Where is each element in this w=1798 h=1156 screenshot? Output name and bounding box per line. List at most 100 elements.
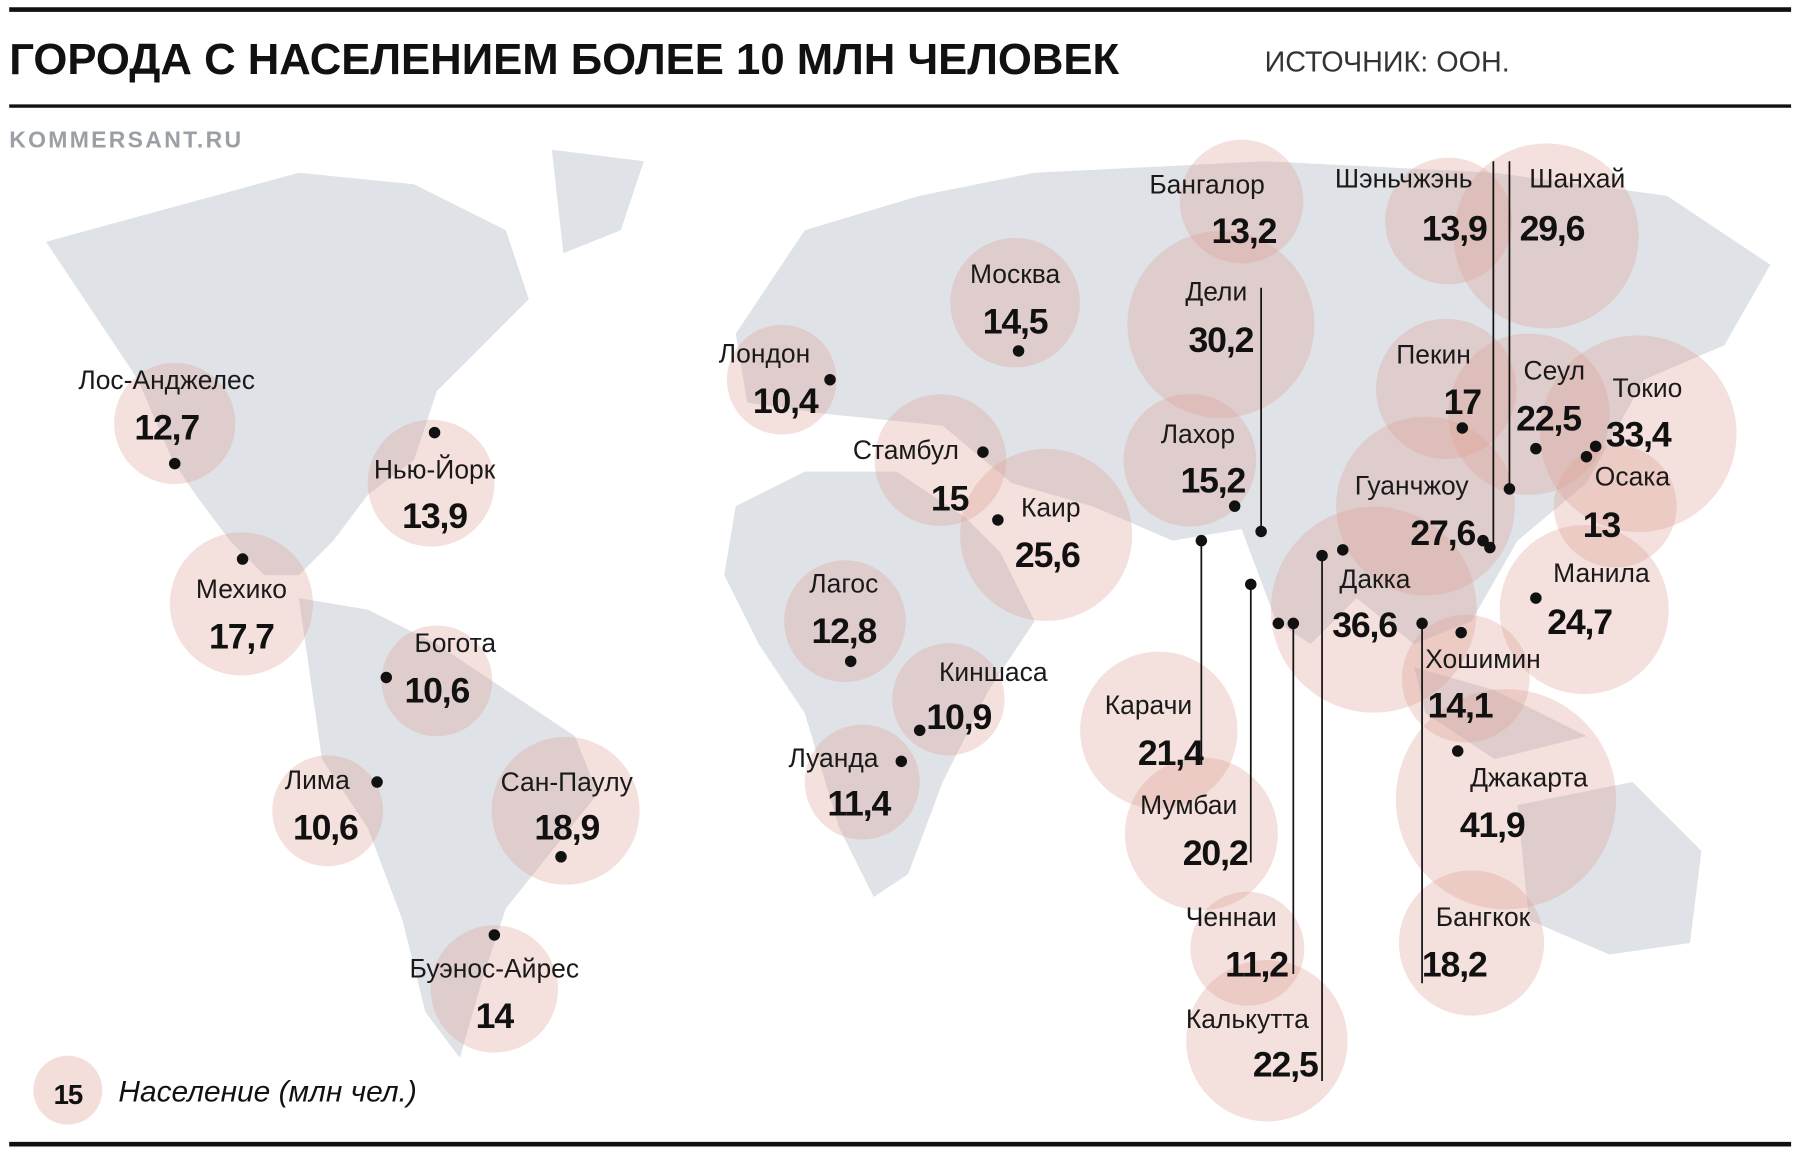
city-value: 12,8 (811, 611, 876, 651)
city-value: 13,9 (402, 496, 467, 536)
city-dot (895, 755, 908, 768)
city-dot (1316, 549, 1328, 562)
population-circle (491, 736, 640, 885)
city-value: 22,5 (1253, 1044, 1318, 1084)
city-dot (913, 724, 926, 737)
city-dot (1455, 626, 1467, 639)
city-dot (1456, 422, 1469, 434)
city-value: 41,9 (1460, 805, 1525, 845)
city-dot (1451, 745, 1464, 757)
population-circle (1186, 960, 1348, 1122)
city-value: 18,2 (1422, 944, 1487, 984)
city-dot (1228, 500, 1241, 512)
city-value: 24,7 (1547, 602, 1612, 642)
city-dot (380, 671, 393, 684)
city-name: Калькутта (1186, 1004, 1309, 1034)
city-name: Лос-Анджелес (78, 365, 255, 395)
city-value: 10,6 (293, 808, 358, 848)
city-name: Сеул (1523, 356, 1585, 386)
city-value: 11,2 (1225, 944, 1288, 984)
city-value: 18,9 (534, 808, 599, 848)
population-circle (1124, 757, 1278, 911)
city-value: 13 (1583, 505, 1621, 545)
population-circle (272, 755, 384, 867)
population-circle (169, 532, 314, 676)
city-name: Лондон (719, 338, 810, 368)
city-value: 14 (476, 996, 515, 1036)
city-dot (1245, 578, 1257, 591)
city-name: Лахор (1161, 419, 1235, 449)
city-name: Луанда (788, 743, 878, 773)
city-name: Карачи (1105, 690, 1192, 720)
city-dot (1477, 534, 1489, 547)
population-circle (1376, 318, 1517, 460)
city-dot (1503, 483, 1516, 495)
population-circle (1401, 614, 1530, 743)
population-circle (1448, 333, 1610, 495)
legend-sample: 15 (54, 1079, 83, 1110)
city-dot (428, 426, 441, 439)
population-circle (874, 394, 1007, 527)
city-name: Дакка (1339, 564, 1410, 594)
city-name: Манила (1553, 558, 1650, 588)
city-dot (555, 851, 567, 863)
population-circle (1080, 651, 1238, 810)
cities: Лос-Анджелес 12,7 Нью-Йорк 13,9 Мехико 17,7 Бо… (78, 139, 1737, 1122)
population-circle (1123, 393, 1257, 527)
population-circle (804, 724, 920, 840)
city-value: 10,9 (926, 697, 991, 737)
city-dot (992, 514, 1004, 526)
population-circle (381, 625, 493, 737)
city-dot (1530, 592, 1542, 604)
city-dot (1589, 440, 1602, 453)
city-name: Хошимин (1425, 644, 1541, 674)
city-value: 11,4 (827, 783, 891, 823)
city-value: 10,6 (404, 671, 469, 711)
city-name: Лима (285, 765, 350, 795)
population-circle (950, 237, 1080, 368)
city-value: 33,4 (1606, 414, 1672, 454)
city-name: Киншаса (939, 657, 1048, 687)
population-circle (1385, 157, 1512, 285)
city-value: 22,5 (1516, 398, 1581, 438)
city-value: 27,6 (1410, 513, 1475, 553)
city-value: 15,2 (1180, 460, 1245, 500)
city-value: 17 (1444, 382, 1482, 422)
city-name: Богота (414, 628, 496, 658)
city-name: Буэнос-Айрес (410, 953, 580, 983)
city-name: Токио (1612, 373, 1682, 403)
population-circle (960, 448, 1133, 621)
population-circle (1179, 139, 1304, 264)
population-circle (1453, 143, 1639, 329)
population-circle (1127, 231, 1315, 419)
city-dot (236, 553, 249, 565)
population-circle (1336, 416, 1515, 596)
city-value: 17,7 (209, 617, 274, 657)
legend-text: Население (млн чел.) (118, 1076, 416, 1109)
site: KOMMERSANT.RU (9, 126, 243, 152)
city-value: 25,6 (1015, 535, 1080, 575)
population-circle (1190, 891, 1305, 1006)
city-name: Джакарта (1470, 763, 1588, 793)
population-circle (430, 925, 558, 1053)
legend: 15 Население (млн чел.) (33, 1055, 417, 1125)
city-dot (1416, 617, 1428, 630)
city-dot (1255, 525, 1267, 538)
population-circle (114, 362, 236, 485)
city-name: Лагос (809, 568, 878, 598)
source: ИСТОЧНИК: ООН. (1265, 47, 1510, 79)
city-value: 13,9 (1422, 209, 1487, 249)
city-name: Пекин (1396, 340, 1471, 370)
city-dot (1580, 450, 1593, 463)
city-name: Сан-Паулу (501, 767, 634, 797)
population-circle (1499, 525, 1669, 695)
population-circle (1395, 689, 1617, 910)
city-dot (371, 776, 383, 788)
city-name: Каир (1021, 492, 1081, 522)
city-dot (1272, 617, 1285, 630)
population-circle (1553, 444, 1677, 568)
population-circle (1539, 335, 1737, 533)
population-circle (726, 324, 837, 435)
